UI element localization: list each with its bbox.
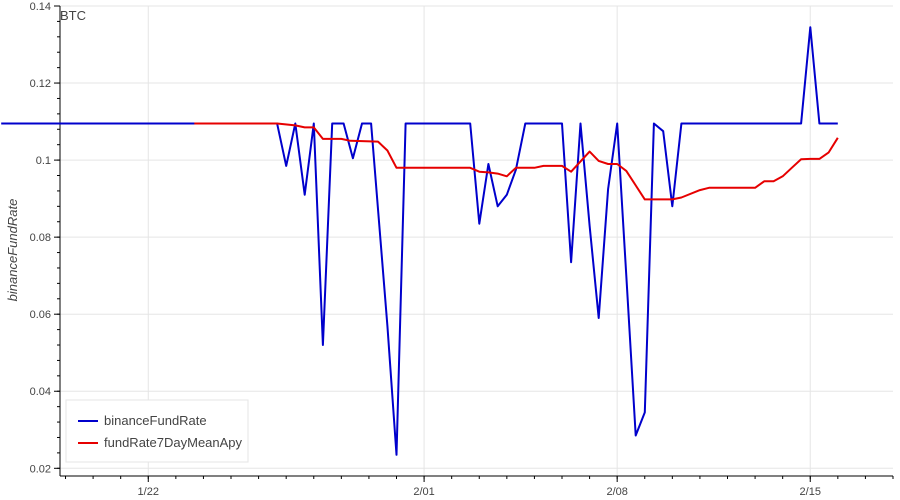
legend: binanceFundRate fundRate7DayMeanApy (65, 399, 249, 463)
y-tick-label: 0.04 (30, 386, 51, 398)
legend-label-fundRate7DayMeanApy: fundRate7DayMeanApy (104, 435, 243, 450)
series-line-fundRate7DayMeanApy (194, 122, 839, 201)
series-line-binanceFundRate (1, 26, 838, 456)
legend-label-binanceFundRate: binanceFundRate (104, 413, 207, 428)
chart-title: BTC (60, 8, 86, 23)
y-tick-label: 0.12 (30, 78, 51, 90)
axes: 0.02 0.04 0.06 0.08 0.1 0.12 0.14 1/22 2/01 2/08 2… (30, 1, 894, 498)
series-lines (1, 26, 839, 456)
x-tick-label: 1/22 (138, 486, 159, 498)
y-axis-label: binanceFundRate (5, 199, 20, 302)
y-tick-label: 0.02 (30, 463, 51, 475)
legend-box (65, 399, 249, 463)
y-tick-label: 0.14 (30, 1, 51, 13)
x-tick-label: 2/01 (413, 486, 434, 498)
y-tick-label: 0.08 (30, 232, 51, 244)
grid (60, 5, 893, 476)
y-tick-label: 0.06 (30, 309, 51, 321)
x-tick-label: 2/08 (606, 486, 627, 498)
y-tick-label: 0.1 (36, 155, 51, 167)
x-tick-label: 2/15 (800, 486, 821, 498)
